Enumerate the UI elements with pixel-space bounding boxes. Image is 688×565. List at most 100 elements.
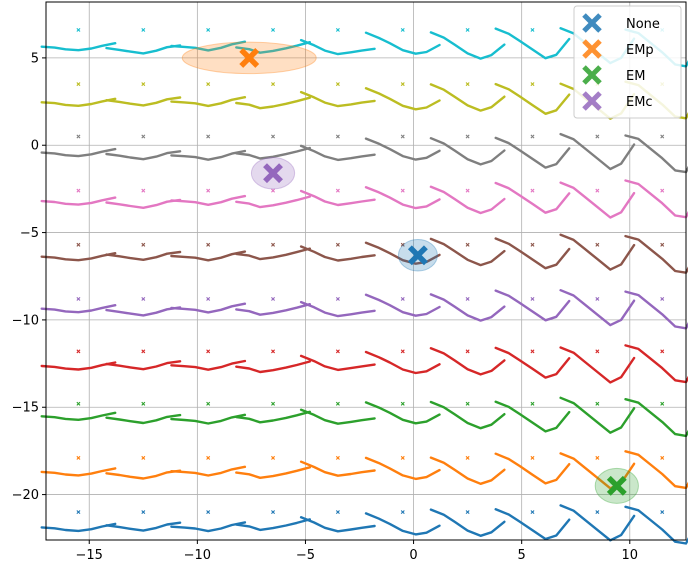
small-x-marker <box>530 27 535 32</box>
small-x-marker <box>271 296 276 301</box>
trajectory-segment <box>494 400 571 433</box>
trajectory-segment <box>494 27 571 60</box>
y-tick-label: −10 <box>12 313 39 328</box>
small-x-marker <box>465 510 470 515</box>
small-x-marker <box>660 134 665 139</box>
trajectory-segment <box>105 96 182 107</box>
trajectory-segment <box>235 195 311 209</box>
small-x-marker <box>206 242 211 247</box>
legend: None EMp EM EMc <box>573 5 682 119</box>
trajectory-segment <box>299 90 376 108</box>
trajectory-segment <box>40 361 117 371</box>
trajectory-segment <box>429 136 506 166</box>
small-x-marker <box>271 82 276 87</box>
small-x-marker <box>335 27 340 32</box>
small-x-marker <box>595 296 600 301</box>
trajectory-segment <box>299 38 376 56</box>
small-x-marker <box>271 242 276 247</box>
trajectory-segment <box>40 147 117 158</box>
trajectory-segment <box>494 289 571 322</box>
trajectory-segment <box>364 137 441 161</box>
trajectory-segment <box>494 181 571 214</box>
trajectory-segment <box>170 521 247 533</box>
small-x-marker <box>141 296 146 301</box>
small-x-marker <box>400 349 405 354</box>
small-x-marker <box>335 242 340 247</box>
trajectory-segment <box>105 521 182 532</box>
trajectory-segment <box>494 237 571 270</box>
trajectory-segment <box>494 346 571 379</box>
trajectory-segment <box>429 31 506 60</box>
small-x-marker <box>660 296 665 301</box>
small-x-marker <box>400 510 405 515</box>
trajectory-segment <box>40 522 117 533</box>
small-x-marker <box>595 401 600 406</box>
small-x-marker <box>76 455 81 460</box>
small-x-marker <box>271 134 276 139</box>
trajectory-segment <box>105 469 182 480</box>
trajectory-segment <box>429 185 506 215</box>
small-x-marker <box>271 349 276 354</box>
trajectory-segment <box>429 293 506 322</box>
trajectory-segment <box>299 300 376 318</box>
small-x-marker <box>660 242 665 247</box>
y-tick-label: −15 <box>12 401 39 416</box>
trajectory-segment <box>235 41 311 54</box>
trajectory-segment <box>624 344 688 384</box>
small-x-marker <box>206 401 211 406</box>
small-x-marker <box>76 242 81 247</box>
legend-label: None <box>626 17 660 32</box>
trajectory-segment <box>105 44 182 55</box>
trajectory-segment <box>559 132 636 171</box>
y-tick-label: 0 <box>31 139 39 154</box>
small-x-marker <box>660 349 665 354</box>
estimate-x-marker <box>407 245 428 266</box>
small-x-marker <box>660 455 665 460</box>
estimate-x-marker <box>263 163 283 184</box>
small-x-marker <box>141 510 146 515</box>
y-tick-label: −20 <box>12 488 39 503</box>
small-x-marker <box>400 401 405 406</box>
small-x-marker <box>335 188 340 193</box>
trajectory-segment <box>170 194 247 207</box>
trajectory-segment <box>364 31 441 55</box>
small-x-marker <box>400 242 405 247</box>
small-x-marker <box>206 349 211 354</box>
small-x-marker <box>76 82 81 87</box>
trajectory-segment <box>624 134 688 174</box>
legend-x-icon <box>582 13 602 33</box>
small-x-marker <box>206 27 211 32</box>
trajectory-segment <box>429 456 506 485</box>
trajectory-segment <box>364 350 441 375</box>
small-x-marker <box>465 242 470 247</box>
trajectory-segment <box>559 289 636 327</box>
estimate-x-marker <box>239 47 260 68</box>
segments-layer <box>40 27 688 545</box>
small-x-marker <box>465 296 470 301</box>
ticks-layer: −15 −10 −5 0 5 10 −20 −15 −10 −5 0 5 <box>12 51 638 563</box>
trajectory-segment <box>40 42 117 52</box>
trajectory-segment <box>40 304 117 314</box>
trajectory-segment <box>170 149 247 161</box>
trajectory-segment <box>429 400 506 430</box>
small-x-marker <box>76 510 81 515</box>
small-x-marker <box>206 188 211 193</box>
small-x-marker <box>76 188 81 193</box>
small-x-marker <box>141 134 146 139</box>
trajectory-segment <box>299 189 376 207</box>
trajectory-segment <box>364 293 441 317</box>
estimate-x-marker <box>606 475 627 496</box>
small-x-marker <box>530 296 535 301</box>
trajectory-segment <box>105 250 182 261</box>
x-tick-label: 10 <box>622 548 639 563</box>
small-x-marker <box>271 510 276 515</box>
trajectory-segment <box>559 346 636 384</box>
trajectory-segment <box>235 360 311 374</box>
trajectory-segment <box>299 144 376 162</box>
small-x-marker <box>400 27 405 32</box>
trajectory-segment <box>235 466 311 479</box>
trajectory-segment <box>429 83 506 112</box>
trajectory-segment <box>40 411 117 421</box>
trajectory-segment <box>429 347 506 376</box>
small-x-marker <box>206 510 211 515</box>
